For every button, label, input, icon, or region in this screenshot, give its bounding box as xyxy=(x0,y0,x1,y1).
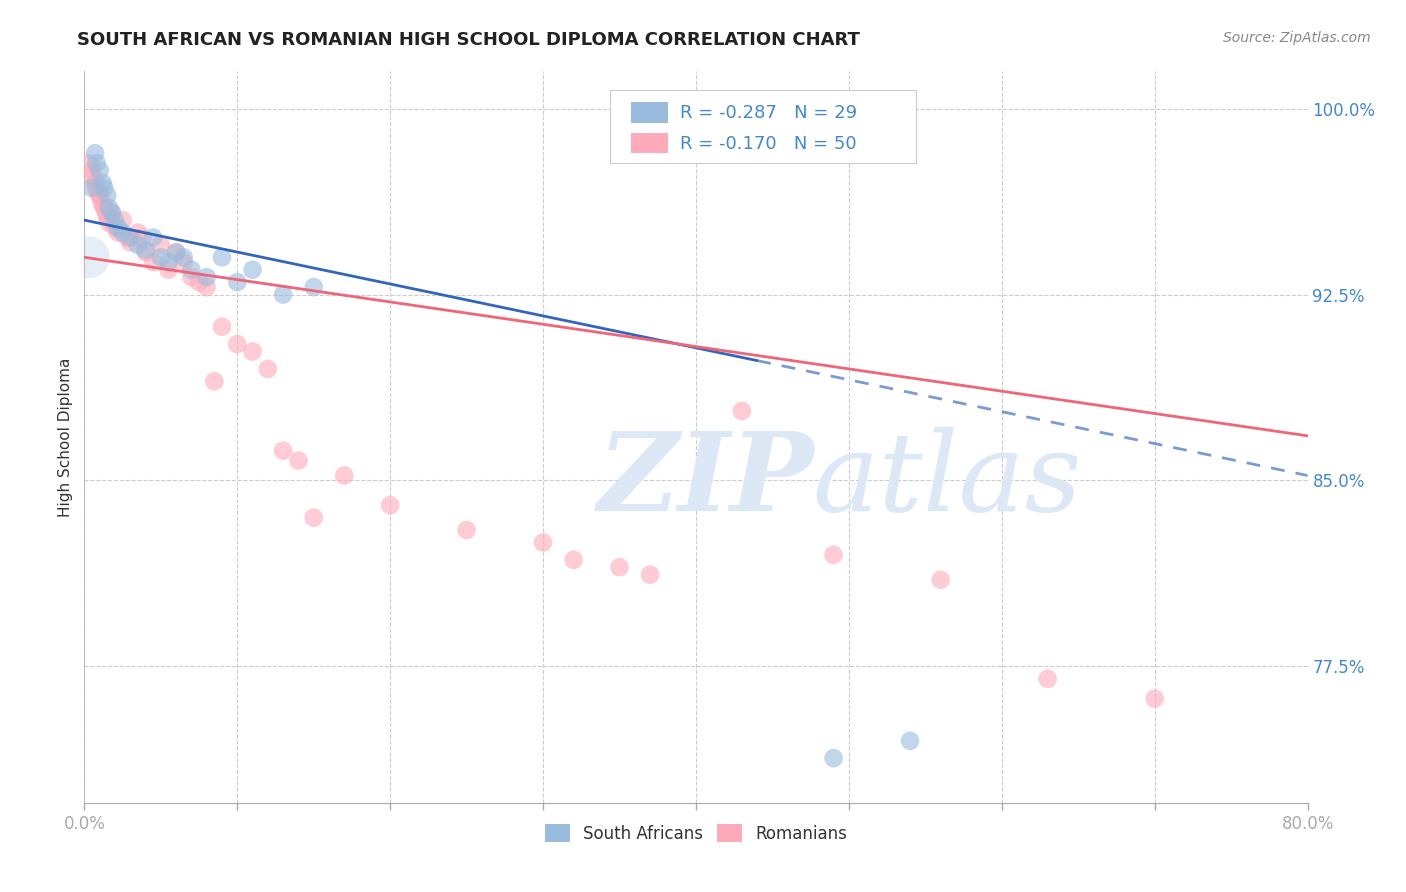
Point xyxy=(195,270,218,285)
Point xyxy=(257,362,280,376)
Point xyxy=(84,146,107,161)
Point xyxy=(90,194,112,208)
Point xyxy=(93,201,115,215)
Point xyxy=(202,374,225,388)
FancyBboxPatch shape xyxy=(610,90,917,163)
Point xyxy=(87,186,110,200)
Point xyxy=(211,250,233,264)
Point xyxy=(97,201,120,215)
Point xyxy=(165,245,187,260)
Point xyxy=(120,235,142,250)
Point xyxy=(77,250,100,264)
Point xyxy=(823,751,845,765)
Point xyxy=(929,573,952,587)
Point xyxy=(131,230,153,244)
Point xyxy=(86,181,108,195)
Point xyxy=(195,280,218,294)
Point xyxy=(242,262,264,277)
Text: R = -0.170   N = 50: R = -0.170 N = 50 xyxy=(681,135,856,153)
Point xyxy=(149,250,172,264)
Point xyxy=(96,188,118,202)
Point xyxy=(104,213,127,227)
Text: R = -0.287   N = 29: R = -0.287 N = 29 xyxy=(681,104,858,122)
Point xyxy=(135,243,157,257)
Point xyxy=(104,220,127,235)
Point xyxy=(93,181,115,195)
Point xyxy=(89,188,111,202)
Point xyxy=(127,238,149,252)
Point xyxy=(115,230,138,244)
Point xyxy=(86,156,108,170)
Point xyxy=(127,226,149,240)
Point xyxy=(94,205,117,219)
Point xyxy=(1036,672,1059,686)
Point xyxy=(96,211,118,225)
Point xyxy=(638,567,661,582)
Point xyxy=(731,404,754,418)
Point xyxy=(823,548,845,562)
FancyBboxPatch shape xyxy=(631,102,668,122)
Point xyxy=(287,453,309,467)
FancyBboxPatch shape xyxy=(631,133,668,153)
Point xyxy=(165,245,187,260)
Point xyxy=(83,171,105,186)
Point xyxy=(157,262,180,277)
Text: SOUTH AFRICAN VS ROMANIAN HIGH SCHOOL DIPLOMA CORRELATION CHART: SOUTH AFRICAN VS ROMANIAN HIGH SCHOOL DI… xyxy=(77,31,860,49)
Point xyxy=(609,560,631,574)
Point xyxy=(77,156,100,170)
Point xyxy=(157,255,180,269)
Text: ZIP: ZIP xyxy=(598,427,814,534)
Point xyxy=(271,443,294,458)
Point xyxy=(188,275,211,289)
Point xyxy=(107,226,129,240)
Point xyxy=(101,205,124,219)
Point xyxy=(101,205,124,219)
Point xyxy=(84,176,107,190)
Point xyxy=(80,163,103,178)
Point xyxy=(226,275,249,289)
Point xyxy=(97,216,120,230)
Point xyxy=(111,226,134,240)
Point xyxy=(180,262,202,277)
Point xyxy=(89,163,111,178)
Point xyxy=(173,250,195,264)
Point xyxy=(180,270,202,285)
Point xyxy=(142,230,165,244)
Point xyxy=(142,255,165,269)
Point xyxy=(107,220,129,235)
Point xyxy=(333,468,356,483)
Point xyxy=(1143,691,1166,706)
Point xyxy=(380,498,402,512)
Text: atlas: atlas xyxy=(813,427,1081,534)
Y-axis label: High School Diploma: High School Diploma xyxy=(58,358,73,516)
Point xyxy=(302,510,325,524)
Point xyxy=(226,337,249,351)
Point xyxy=(898,734,921,748)
Text: Source: ZipAtlas.com: Source: ZipAtlas.com xyxy=(1223,31,1371,45)
Point xyxy=(562,553,585,567)
Point xyxy=(302,280,325,294)
Point xyxy=(271,287,294,301)
Point xyxy=(120,230,142,244)
Point xyxy=(456,523,478,537)
Legend: South Africans, Romanians: South Africans, Romanians xyxy=(538,818,853,849)
Point xyxy=(242,344,264,359)
Point xyxy=(111,213,134,227)
Point xyxy=(91,176,114,190)
Point xyxy=(531,535,554,549)
Point xyxy=(173,255,195,269)
Point xyxy=(91,198,114,212)
Point xyxy=(80,181,103,195)
Point xyxy=(211,319,233,334)
Point xyxy=(149,238,172,252)
Point xyxy=(135,245,157,260)
